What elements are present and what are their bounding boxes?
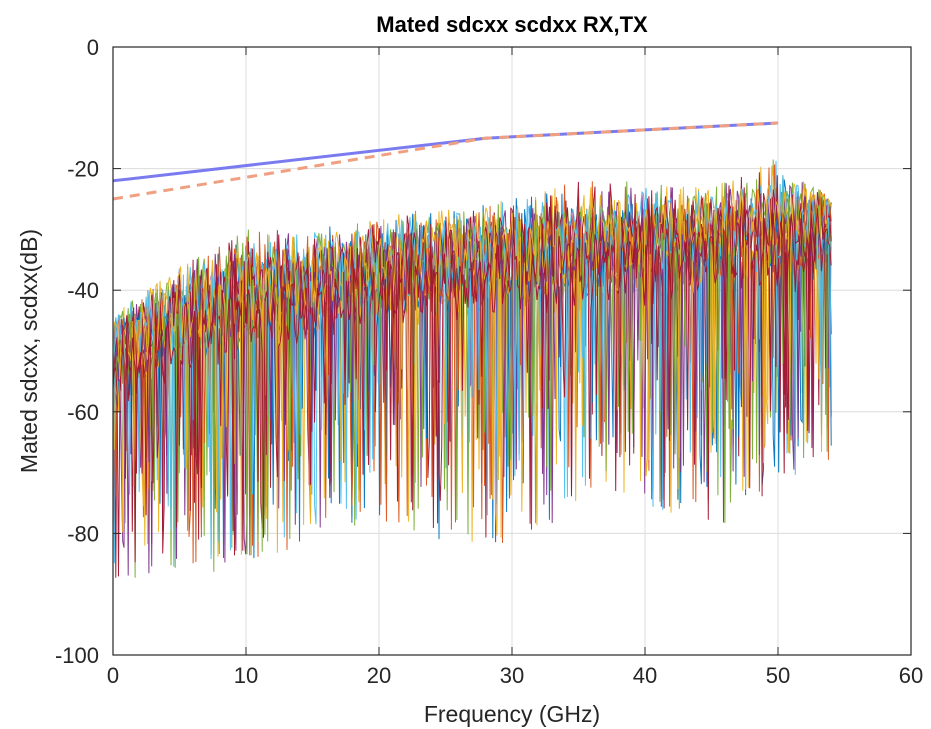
x-tick-label: 40 xyxy=(633,663,657,688)
x-axis-label: Frequency (GHz) xyxy=(424,701,600,727)
x-tick-label: 50 xyxy=(766,663,790,688)
x-tick-label: 0 xyxy=(107,663,119,688)
tick-layer xyxy=(112,46,912,656)
y-tick-label: -100 xyxy=(55,643,99,668)
x-tick-label: 20 xyxy=(367,663,391,688)
label-layer: 0 10 20 30 40 50 60 0 -20 -40 -60 -80 -100 xyxy=(55,35,923,688)
x-tick-label: 60 xyxy=(899,663,923,688)
limit-line-dashed xyxy=(112,121,779,201)
x-tick-label: 30 xyxy=(500,663,524,688)
y-tick-label: -60 xyxy=(67,400,99,425)
y-axis-label: Mated sdcxx, scdxx(dB) xyxy=(16,229,42,473)
y-tick-label: -40 xyxy=(67,278,99,303)
limit-line-solid xyxy=(112,121,779,183)
measured-trace xyxy=(112,172,832,563)
y-tick-label: -80 xyxy=(67,521,99,546)
chart-title: Mated sdcxx scdxx RX,TX xyxy=(376,12,648,37)
trace-layer xyxy=(112,159,832,578)
limit-layer xyxy=(112,121,779,201)
x-tick-label: 10 xyxy=(234,663,258,688)
y-tick-label: -20 xyxy=(67,157,99,182)
measured-trace xyxy=(112,185,832,577)
y-tick-label: 0 xyxy=(87,35,99,60)
